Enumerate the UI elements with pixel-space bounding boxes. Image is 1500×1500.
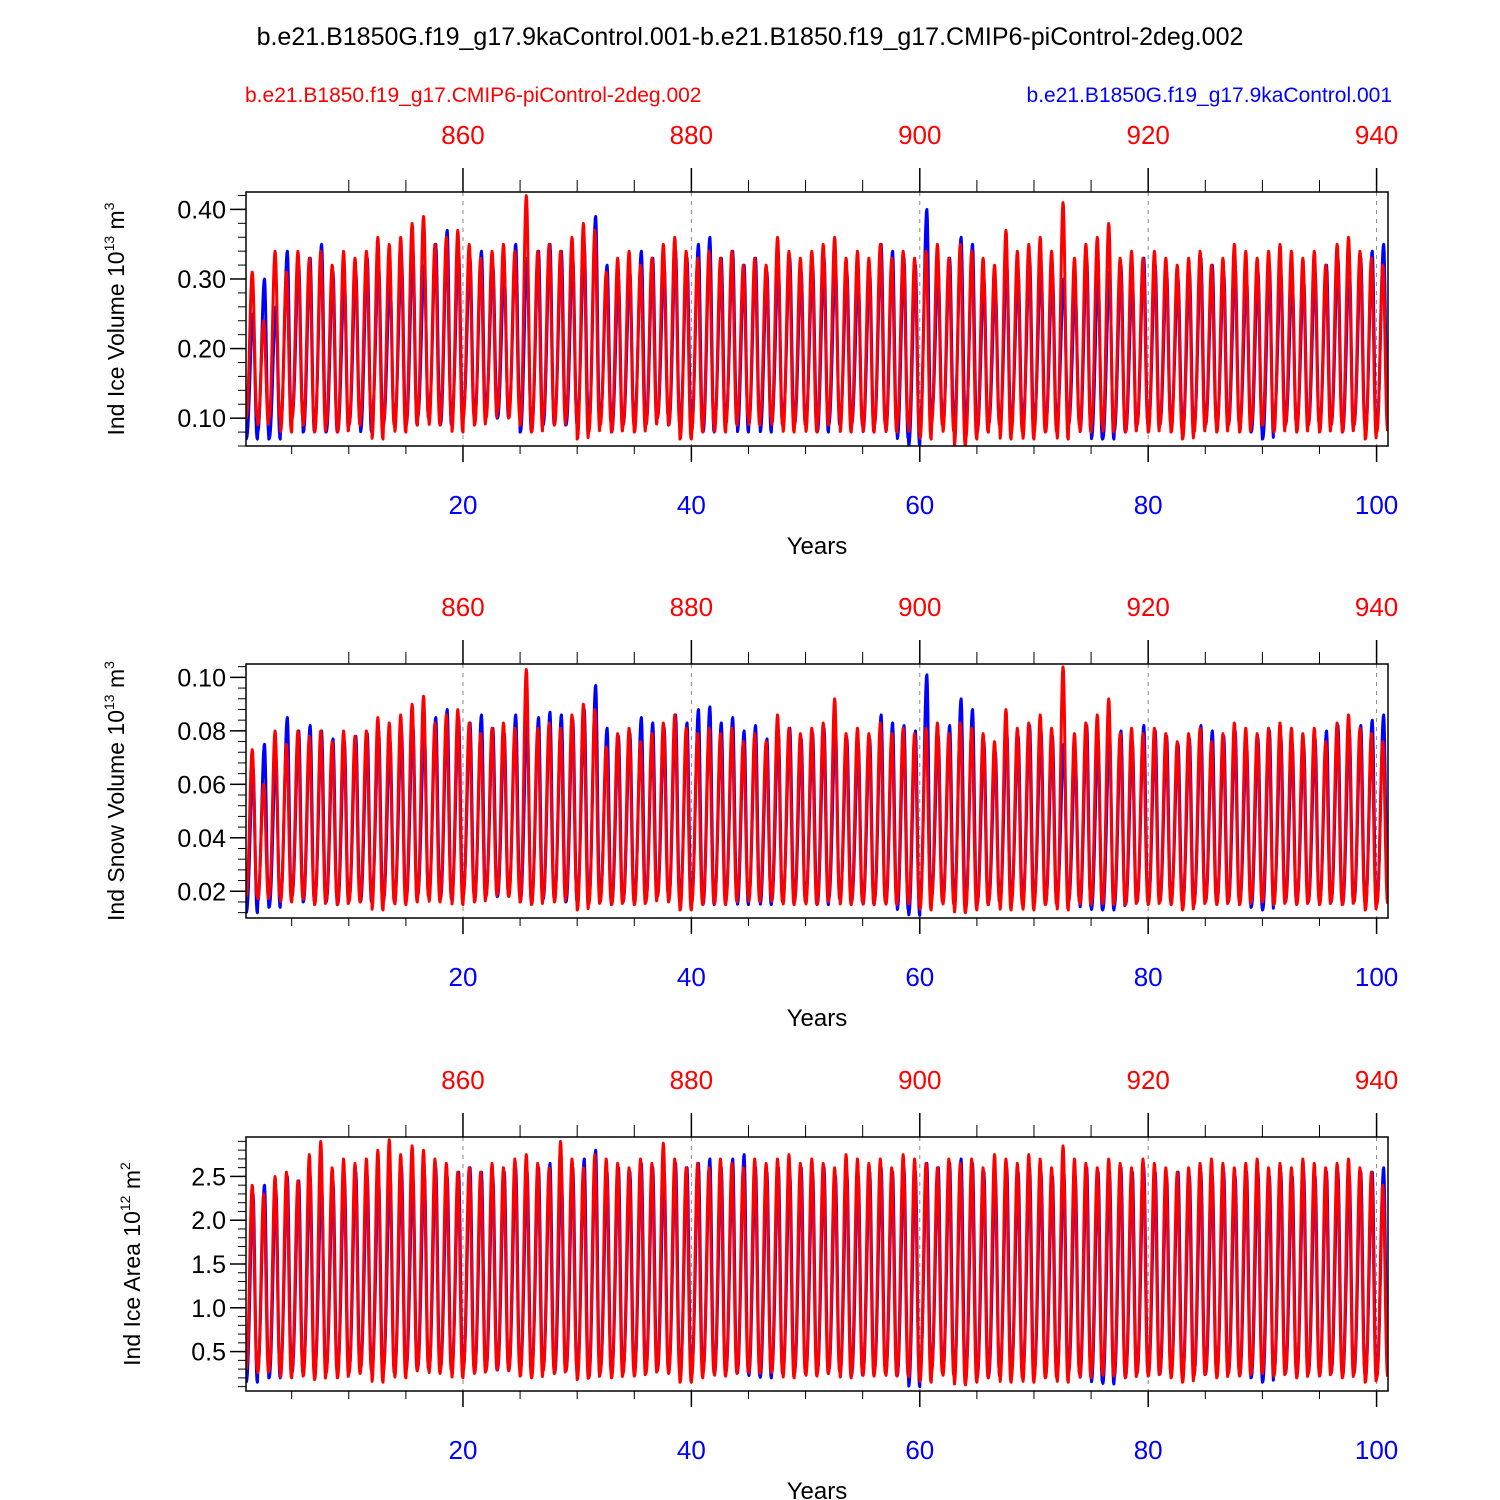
chart-panel-snow-volume: 0.02 0.04 0.06 0.08 0.10 20 40 60 80 100 Years 860 8… [101, 592, 1398, 1032]
x-top-tick-label: 920 [1126, 592, 1169, 622]
x-top-tick-label: 880 [670, 120, 713, 150]
y-tick-label: 0.06 [177, 771, 226, 799]
y-tick-label: 1.0 [191, 1295, 226, 1323]
x-bottom-tick-label: 100 [1355, 490, 1398, 520]
x-bottom-tick-label: 40 [677, 490, 706, 520]
y-tick-label: 0.10 [177, 664, 226, 692]
x-bottom-tick-label: 100 [1355, 962, 1398, 992]
y-tick-label: 0.08 [177, 718, 226, 746]
x-bottom-tick-label: 80 [1134, 962, 1163, 992]
x-top-tick-label: 920 [1126, 1065, 1169, 1095]
y-axis-label-unit: m [103, 669, 129, 695]
y-tick-label: 0.5 [191, 1339, 226, 1367]
figure-title: b.e21.B1850G.f19_g17.9kaControl.001-b.e2… [257, 23, 1244, 51]
y-tick-label: 0.10 [177, 405, 226, 433]
x-bottom-tick-label: 40 [677, 1435, 706, 1465]
x-bottom-tick-label: 60 [905, 490, 934, 520]
y-axis-label-main: Ind Ice Area 10 [119, 1211, 145, 1366]
y-axis-label-unit-exponent: 3 [101, 661, 117, 669]
x-top-tick-label: 920 [1126, 120, 1169, 150]
y-tick-label: 2.5 [191, 1163, 226, 1191]
chart-panel-ice-area: 0.5 1.0 1.5 2.0 2.5 20 40 60 80 100 Years 860 880 900… [117, 1065, 1398, 1500]
x-top-tick-label: 860 [441, 1065, 484, 1095]
y-tick-label: 1.5 [191, 1251, 226, 1279]
x-bottom-tick-label: 40 [677, 962, 706, 992]
y-tick-label: 2.0 [191, 1207, 226, 1235]
x-bottom-tick-label: 80 [1134, 490, 1163, 520]
x-axis-label: Years [787, 1478, 848, 1500]
x-top-tick-label: 900 [898, 1065, 941, 1095]
y-tick-label: 0.02 [177, 878, 226, 906]
series-line-red [246, 194, 1388, 446]
y-axis-label-exponent: 13 [101, 236, 117, 252]
x-top-tick-label: 940 [1355, 592, 1398, 622]
x-bottom-tick-label: 20 [449, 490, 478, 520]
x-bottom-tick-label: 100 [1355, 1435, 1398, 1465]
x-top-tick-label: 860 [441, 120, 484, 150]
panels-group: 0.10 0.20 0.30 0.40 20 40 60 80 100 Years 860 880 90… [101, 120, 1398, 1500]
x-top-tick-label: 860 [441, 592, 484, 622]
y-axis-label: Ind Snow Volume 1013 m3 [101, 661, 129, 921]
x-top-tick-label: 880 [670, 1065, 713, 1095]
legend-blue-label: b.e21.B1850G.f19_g17.9kaControl.001 [1027, 84, 1392, 107]
y-axis-label-unit-exponent: 3 [101, 202, 117, 210]
x-top-tick-label: 940 [1355, 120, 1398, 150]
x-top-tick-label: 900 [898, 592, 941, 622]
y-axis-label-exponent: 13 [101, 694, 117, 710]
y-tick-label: 0.30 [177, 266, 226, 294]
x-bottom-tick-label: 60 [905, 1435, 934, 1465]
series-line-red [246, 665, 1388, 915]
series-line-red [246, 1138, 1388, 1387]
y-tick-label: 0.04 [177, 825, 226, 853]
x-bottom-tick-label: 20 [449, 962, 478, 992]
x-bottom-tick-label: 80 [1134, 1435, 1163, 1465]
x-bottom-tick-label: 20 [449, 1435, 478, 1465]
plot-frame [245, 663, 1389, 919]
plot-frame [245, 191, 1389, 447]
chart-panel-ice-volume: 0.10 0.20 0.30 0.40 20 40 60 80 100 Years 860 880 90… [101, 120, 1398, 560]
y-axis-label: Ind Ice Area 1012 m2 [117, 1162, 145, 1366]
y-axis-label: Ind Ice Volume 1013 m3 [101, 202, 129, 435]
y-axis-label-unit: m [103, 210, 129, 236]
y-axis-label-main: Ind Snow Volume 10 [103, 710, 129, 921]
y-tick-label: 0.20 [177, 336, 226, 364]
legend-red-label: b.e21.B1850.f19_g17.CMIP6-piControl-2deg… [245, 84, 701, 107]
x-top-tick-label: 940 [1355, 1065, 1398, 1095]
y-axis-label-unit-exponent: 2 [117, 1162, 133, 1170]
x-axis-label: Years [787, 533, 848, 560]
y-axis-label-exponent: 12 [117, 1195, 133, 1211]
y-tick-label: 0.40 [177, 196, 226, 224]
x-axis-label: Years [787, 1005, 848, 1032]
x-top-tick-label: 880 [670, 592, 713, 622]
x-top-tick-label: 900 [898, 120, 941, 150]
y-axis-label-main: Ind Ice Volume 10 [103, 251, 129, 435]
x-bottom-tick-label: 60 [905, 962, 934, 992]
y-axis-label-unit: m [119, 1170, 145, 1196]
